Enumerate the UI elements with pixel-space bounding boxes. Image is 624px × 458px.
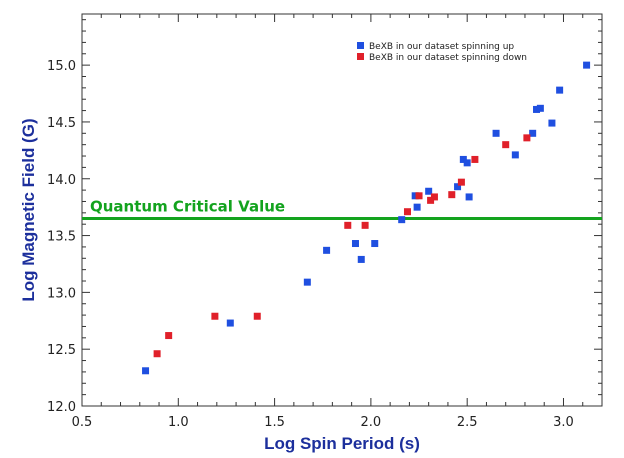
point-spinning-down (415, 192, 423, 200)
point-spinning-up (425, 187, 433, 195)
point-spinning-up (323, 246, 331, 254)
point-spinning-up (492, 129, 500, 137)
point-spinning-up (371, 240, 379, 248)
point-spinning-down (448, 191, 456, 199)
y-tick-label: 13.5 (47, 230, 76, 245)
point-spinning-up (357, 255, 365, 263)
x-tick-label: 1.0 (168, 415, 189, 430)
x-tick-label: 2.0 (361, 415, 382, 430)
point-spinning-down (253, 312, 261, 320)
y-tick-label: 12.5 (47, 343, 76, 358)
point-spinning-up (548, 119, 556, 127)
point-spinning-down (523, 134, 531, 142)
legend: BeXB in our dataset spinning up BeXB in … (357, 42, 527, 63)
point-spinning-down (361, 221, 369, 229)
tick-marks (81, 14, 602, 407)
y-tick-label: 14.0 (47, 173, 76, 188)
point-spinning-down (211, 312, 219, 320)
point-spinning-up (529, 129, 537, 137)
point-spinning-up (556, 86, 564, 94)
y-tick-label: 14.5 (47, 116, 76, 131)
point-spinning-down (165, 332, 173, 340)
point-spinning-up (536, 104, 544, 112)
point-spinning-up (413, 203, 421, 211)
x-axis-title: Log Spin Period (s) (264, 434, 420, 453)
point-spinning-up (511, 151, 519, 159)
legend-label-up: BeXB in our dataset spinning up (369, 42, 514, 52)
point-spinning-down (471, 155, 479, 163)
y-tick-label: 12.0 (47, 400, 76, 415)
point-spinning-up (142, 367, 150, 375)
x-tick-labels: 0.5 1.0 1.5 2.0 2.5 3.0 (72, 415, 574, 430)
point-spinning-up (226, 319, 234, 327)
point-spinning-up (533, 105, 541, 113)
point-spinning-down (430, 193, 438, 201)
reference-line-group: Quantum Critical Value (82, 198, 602, 221)
point-spinning-up (411, 192, 419, 200)
x-tick-label: 0.5 (72, 415, 93, 430)
point-spinning-down (427, 196, 435, 204)
point-spinning-down (457, 178, 465, 186)
y-tick-label: 15.0 (47, 59, 76, 74)
point-spinning-up (398, 216, 406, 224)
data-points (142, 61, 591, 375)
point-spinning-up (583, 61, 591, 69)
legend-marker-up (357, 42, 364, 49)
point-spinning-down (403, 208, 411, 216)
x-tick-label: 2.5 (457, 415, 478, 430)
legend-marker-down (357, 53, 364, 60)
x-tick-label: 3.0 (553, 415, 574, 430)
point-spinning-down (344, 221, 352, 229)
quantum-critical-label: Quantum Critical Value (90, 198, 285, 216)
legend-label-down: BeXB in our dataset spinning down (369, 53, 527, 63)
point-spinning-up (351, 240, 359, 248)
y-tick-label: 13.0 (47, 286, 76, 301)
point-spinning-up (303, 278, 311, 286)
point-spinning-up (454, 183, 462, 191)
y-axis-title: Log Magnetic Field (G) (19, 118, 38, 301)
point-spinning-down (502, 141, 510, 149)
y-tick-labels: 12.0 12.5 13.0 13.5 14.0 14.5 15.0 (47, 59, 76, 415)
point-spinning-up (459, 155, 467, 163)
x-tick-label: 1.5 (264, 415, 285, 430)
point-spinning-down (153, 350, 161, 358)
plot-area (81, 13, 603, 407)
point-spinning-up (463, 159, 471, 167)
point-spinning-up (465, 193, 473, 201)
